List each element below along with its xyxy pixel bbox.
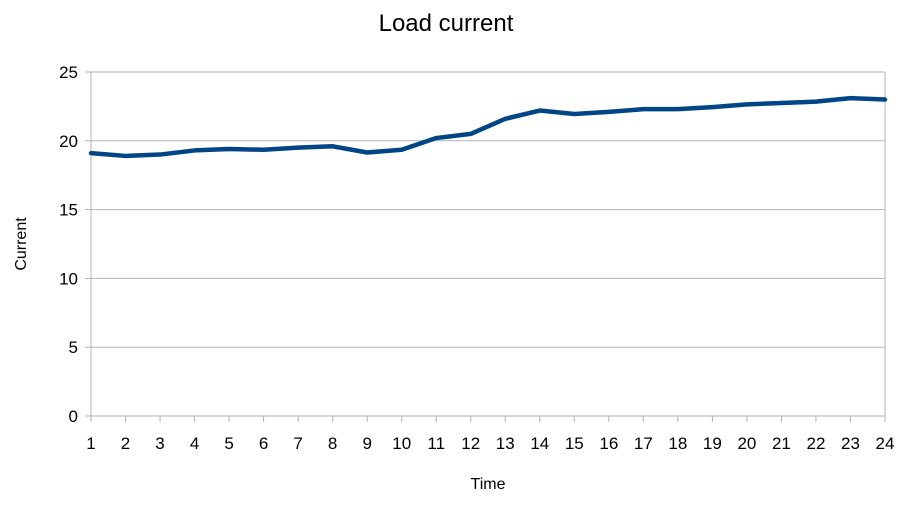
y-tick-label: 10 [59,269,78,288]
x-tick-label: 22 [806,434,825,453]
axes [85,71,886,422]
y-tick-label: 25 [59,63,78,82]
x-tick-label: 7 [293,434,302,453]
x-tick-label: 12 [461,434,480,453]
x-tick-label: 3 [155,434,164,453]
x-tick-label: 5 [224,434,233,453]
x-tick-label: 1 [86,434,95,453]
x-axis-title: Time [471,476,506,493]
x-tick-label: 18 [668,434,687,453]
x-tick-label: 2 [121,434,130,453]
x-tick-label: 10 [392,434,411,453]
gridlines [91,71,885,348]
x-tick-label: 15 [565,434,584,453]
x-tick-label: 14 [530,434,549,453]
y-tick-label: 0 [69,407,78,426]
x-tick-label: 16 [599,434,618,453]
x-tick-label: 4 [190,434,199,453]
chart-title: Load current [378,10,514,37]
x-tick-label: 6 [259,434,268,453]
y-tick-label: 5 [69,338,78,357]
x-tick-label: 24 [876,434,895,453]
x-tick-label: 17 [634,434,653,453]
y-axis-title: Current [13,217,30,271]
y-tick-label: 20 [59,132,78,151]
x-tick-label: 13 [496,434,515,453]
x-tick-label: 8 [328,434,337,453]
y-tick-label: 15 [59,201,78,220]
series-line [88,95,888,159]
x-tick-label: 21 [772,434,791,453]
x-tick-label: 19 [703,434,722,453]
x-tick-label: 11 [427,434,445,453]
series-layer [88,95,888,159]
x-tick-label: 20 [737,434,756,453]
x-tick-label: 23 [841,434,860,453]
x-tick-label: 9 [362,434,371,453]
